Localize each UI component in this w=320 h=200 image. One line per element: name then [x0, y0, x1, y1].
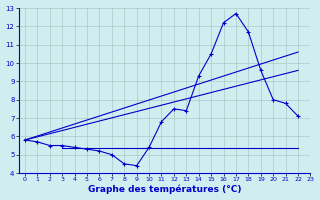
- X-axis label: Graphe des températures (°C): Graphe des températures (°C): [88, 185, 241, 194]
